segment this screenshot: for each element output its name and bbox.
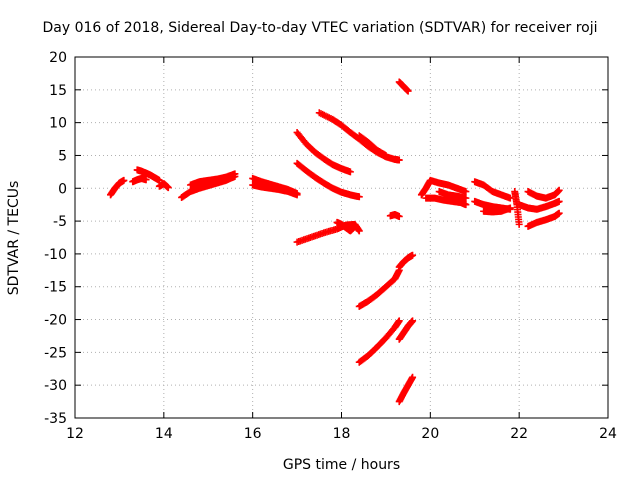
y-tick-label: 5 [58, 148, 67, 164]
data-point [346, 168, 354, 176]
data-point [409, 317, 417, 325]
data-point [404, 87, 412, 95]
x-tick-label: 24 [599, 426, 617, 442]
data-point [555, 209, 563, 217]
data-point [231, 170, 239, 178]
x-tick-label: 18 [333, 426, 351, 442]
data-point [293, 191, 301, 199]
plot-frame [74, 56, 609, 419]
data-point [395, 317, 403, 325]
y-tick-label: 15 [49, 83, 67, 99]
axis-ticks: 12 14 16 18 20 22 24 20 15 10 5 0 -5 -10 -15 -20 -25 -30 -… [44, 50, 617, 442]
data-point [506, 204, 514, 212]
y-axis-label: SDTVAR / TECUs [6, 180, 22, 296]
y-tick-label: -15 [44, 280, 67, 296]
data-point [120, 176, 128, 184]
y-tick-label: 10 [49, 116, 67, 132]
data-point [409, 373, 417, 381]
x-axis-label: GPS time / hours [282, 457, 401, 473]
y-tick-label: -35 [44, 411, 67, 427]
x-tick-label: 12 [66, 426, 84, 442]
data-point [555, 186, 563, 194]
y-tick-label: -30 [44, 378, 67, 394]
grid-lines [75, 57, 608, 418]
data-point [462, 201, 470, 209]
x-tick-label: 14 [155, 426, 173, 442]
data-point [355, 227, 363, 235]
data-point [462, 194, 470, 202]
y-tick-label: -5 [53, 214, 67, 230]
y-tick-label: -20 [44, 313, 67, 329]
data-point [395, 212, 403, 220]
x-tick-label: 16 [244, 426, 262, 442]
data-point [462, 188, 470, 196]
data-point [409, 251, 417, 259]
data-point [355, 193, 363, 201]
data-points [107, 78, 563, 406]
data-point [555, 197, 563, 205]
data-point [382, 151, 390, 159]
y-tick-label: 20 [49, 50, 67, 66]
y-tick-label: -25 [44, 345, 67, 361]
data-point [515, 220, 523, 228]
data-point [142, 176, 150, 184]
y-tick-label: 0 [58, 181, 67, 197]
chart-title: Day 016 of 2018, Sidereal Day-to-day VTE… [42, 20, 598, 36]
data-point [164, 184, 172, 192]
data-point [395, 156, 403, 164]
data-point [351, 222, 359, 230]
x-tick-label: 22 [510, 426, 528, 442]
x-tick-label: 20 [421, 426, 439, 442]
y-tick-label: -10 [44, 247, 67, 263]
